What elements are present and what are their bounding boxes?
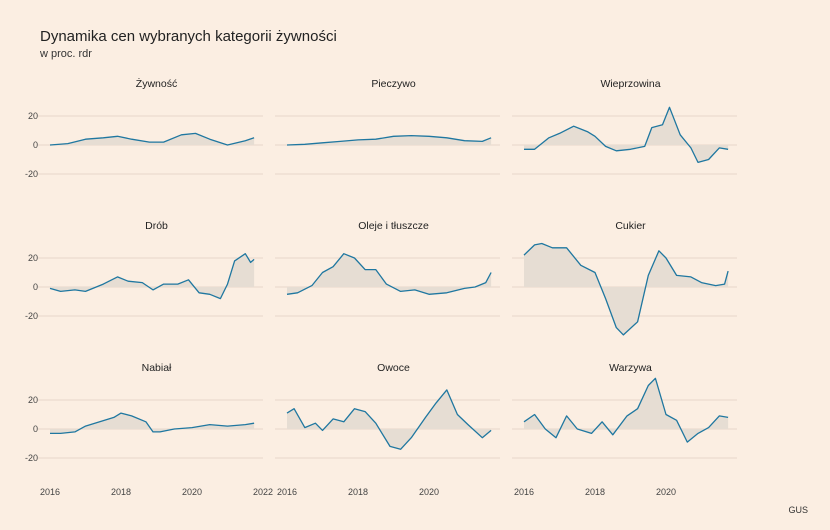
- x-tick-label: 2018: [585, 487, 605, 497]
- series-area: [524, 378, 729, 443]
- y-tick-label: -20: [25, 453, 38, 463]
- x-tick-label: 2020: [182, 487, 202, 497]
- y-tick-label: 0: [33, 282, 38, 292]
- x-tick-label: 2018: [111, 487, 131, 497]
- series-line: [286, 389, 492, 450]
- x-tick-label: 2020: [419, 487, 439, 497]
- series-line: [523, 377, 729, 443]
- chart-title: Dynamika cen wybranych kategorii żywnośc…: [40, 28, 337, 45]
- series-area: [287, 135, 492, 145]
- x-tick-label: 2020: [656, 487, 676, 497]
- source-label: GUS: [788, 505, 808, 515]
- facet-title: Warzywa: [609, 362, 652, 374]
- facet-title: Pieczywo: [371, 78, 416, 90]
- y-tick-label: 20: [28, 395, 38, 405]
- y-tick-label: -20: [25, 169, 38, 179]
- series-area: [50, 253, 255, 299]
- y-tick-label: 20: [28, 111, 38, 121]
- x-tick-label: 2016: [514, 487, 534, 497]
- y-tick-label: 0: [33, 424, 38, 434]
- facet-title: Cukier: [615, 220, 646, 232]
- series-area: [50, 133, 255, 145]
- series-line: [286, 253, 492, 295]
- facet-title: Wieprzowina: [600, 78, 660, 90]
- series-area: [524, 243, 729, 335]
- y-tick-label: 0: [33, 140, 38, 150]
- y-tick-label: 20: [28, 253, 38, 263]
- series-line: [49, 253, 255, 300]
- series-area: [50, 413, 255, 434]
- chart-subtitle: w proc. rdr: [40, 48, 92, 60]
- series-line: [50, 412, 255, 435]
- facet-title: Oleje i tłuszcze: [358, 220, 429, 232]
- series-line: [49, 132, 255, 146]
- facet-title: Drób: [145, 220, 168, 232]
- x-tick-label: 2016: [277, 487, 297, 497]
- facet-title: Żywność: [136, 77, 177, 90]
- x-tick-label: 2022: [253, 487, 273, 497]
- facet-title: Owoce: [377, 362, 410, 374]
- series-line: [286, 134, 492, 146]
- series-line: [523, 242, 729, 336]
- series-line: [524, 106, 729, 164]
- y-tick-label: -20: [25, 311, 38, 321]
- series-area: [287, 253, 492, 295]
- series-area: [287, 389, 492, 450]
- x-tick-label: 2016: [40, 487, 60, 497]
- facet-title: Nabiał: [142, 362, 172, 374]
- x-tick-label: 2018: [348, 487, 368, 497]
- series-area: [524, 107, 729, 163]
